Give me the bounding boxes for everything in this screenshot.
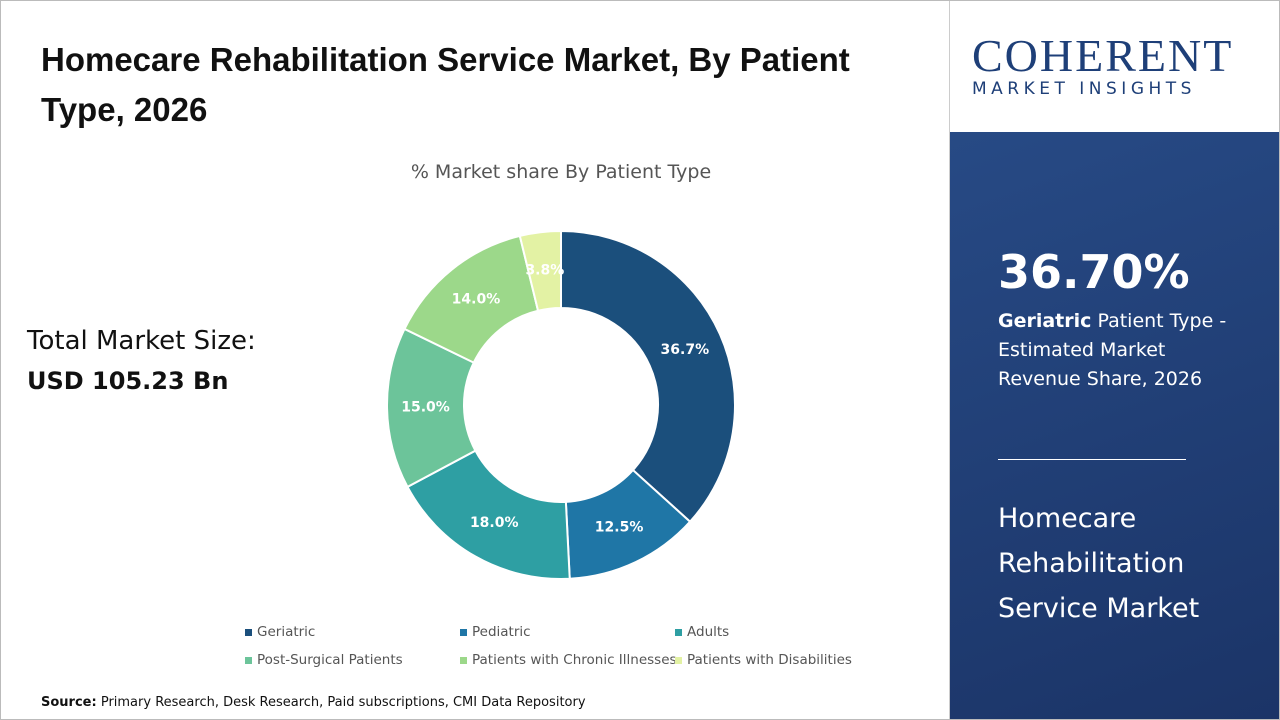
legend-swatch [245,628,252,636]
legend-swatch [675,656,682,664]
total-label: Total Market Size: [27,326,256,356]
data-label: 15.0% [401,400,450,416]
legend-item: Pediatric [460,624,531,640]
legend-swatch [460,628,467,636]
total-value: USD 105.23 Bn [27,367,229,395]
data-label: 18.0% [470,515,519,531]
legend-swatch [245,656,252,664]
legend-label: Patients with Disabilities [687,652,852,668]
description: Patient Type - Estimated Market Revenue … [998,310,1227,390]
divider [998,459,1186,460]
data-label: 36.7% [661,342,710,358]
highlight-value: 36.70% [998,245,1190,299]
chart-title: % Market share By Patient Type [410,161,712,183]
legend-label: Adults [687,624,730,640]
legend-item: Geriatric [245,624,315,640]
data-label: 12.5% [595,519,644,535]
legend-label: Geriatric [257,624,316,640]
sidebar: COHERENT MARKET INSIGHTS 36.70% Geriatri… [949,1,1279,719]
donut-segment [518,229,562,312]
legend-label: Pediatric [472,624,531,640]
market-name: Homecare Rehabilitation Service Market [998,503,1200,624]
source: Source: Primary Research, Desk Research,… [41,695,586,710]
donut-chart: 36.7% 12.5% 18.0% 15.0% 14.0% 3.8% [386,229,736,580]
segment: Geriatric [998,310,1092,332]
logo: COHERENT MARKET INSIGHTS [950,1,1279,132]
legend-item: Adults [675,624,729,640]
data-label: 14.0% [452,292,501,308]
highlight-panel: 36.70% Geriatric Patient Type - Estimate… [950,132,1279,719]
legend-label: Patients with Chronic Illnesses [472,652,677,668]
logo-name: COHERENT [972,30,1234,81]
title: Homecare Rehabilitation Service Market, … [41,41,850,128]
data-label: 3.8% [525,262,564,278]
source-label: Source: [41,695,97,710]
logo-tagline: MARKET INSIGHTS [972,79,1196,99]
legend-item: Patients with Disabilities [675,652,852,668]
highlight-description: Geriatric Patient Type - Estimated Marke… [998,307,1248,394]
legend-swatch [675,628,682,636]
legend-label: Post-Surgical Patients [257,652,403,668]
legend-item: Post-Surgical Patients [245,652,403,668]
legend-swatch [460,656,467,664]
source-text: Primary Research, Desk Research, Paid su… [100,695,586,710]
donut-segment [560,229,736,524]
legend-item: Patients with Chronic Illnesses [460,652,677,668]
